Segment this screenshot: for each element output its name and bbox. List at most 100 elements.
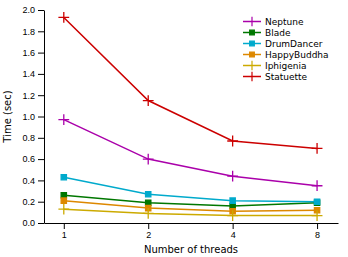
y-axis: 0.00.20.40.60.81.01.21.41.61.82.0 bbox=[22, 5, 44, 228]
series-marker bbox=[314, 199, 319, 204]
x-tick: 2 bbox=[146, 223, 151, 240]
y-tick-mark bbox=[38, 117, 44, 118]
y-tick-label: 1.6 bbox=[22, 48, 35, 58]
y-tick-mark bbox=[38, 202, 44, 203]
y-tick-label: 2.0 bbox=[22, 5, 35, 15]
x-tick-label: 2 bbox=[146, 230, 151, 240]
y-tick-mark bbox=[38, 159, 44, 160]
series-marker bbox=[146, 200, 151, 205]
series-marker bbox=[312, 143, 323, 154]
y-axis-title: Time (sec) bbox=[2, 90, 13, 143]
legend-label: Statuette bbox=[265, 72, 308, 82]
legend-item: DrumDancer bbox=[243, 39, 323, 49]
y-tick: 0.4 bbox=[22, 176, 44, 186]
x-tick-label: 8 bbox=[315, 230, 320, 240]
x-axis: 1 2 4 8 bbox=[45, 223, 339, 240]
y-tick: 0.0 bbox=[22, 218, 44, 228]
y-tick: 1.0 bbox=[22, 112, 44, 122]
legend-marker bbox=[247, 61, 257, 71]
legend-item: HappyBuddha bbox=[243, 50, 329, 60]
series-line bbox=[64, 120, 317, 186]
series-marker bbox=[146, 192, 151, 197]
y-tick-label: 1.8 bbox=[22, 27, 35, 37]
y-tick: 0.8 bbox=[22, 133, 44, 143]
y-tick-label: 1.0 bbox=[22, 112, 35, 122]
series-marker bbox=[61, 198, 66, 203]
x-tick-mark bbox=[317, 223, 318, 229]
legend-item: Statuette bbox=[243, 72, 308, 82]
legend-label: DrumDancer bbox=[265, 39, 323, 49]
y-tick-mark bbox=[38, 138, 44, 139]
y-tick-mark bbox=[38, 74, 44, 75]
legend-marker bbox=[250, 41, 255, 46]
x-tick-mark bbox=[64, 223, 65, 229]
series-line bbox=[64, 17, 317, 148]
y-tick: 1.8 bbox=[22, 27, 44, 37]
series-marker bbox=[58, 12, 69, 23]
legend-label: Iphigenia bbox=[265, 61, 307, 71]
series-marker bbox=[230, 198, 235, 203]
chart: 12480.00.20.40.60.81.01.21.41.61.82.0Nep… bbox=[0, 0, 348, 257]
series-marker bbox=[227, 136, 238, 147]
series-group bbox=[58, 12, 322, 221]
series-marker bbox=[143, 95, 154, 106]
y-tick-mark bbox=[38, 223, 44, 224]
x-tick: 8 bbox=[315, 223, 320, 240]
series-line bbox=[64, 201, 317, 212]
series bbox=[58, 204, 322, 221]
y-tick-mark bbox=[38, 180, 44, 181]
legend-label: Neptune bbox=[265, 17, 304, 27]
y-tick-mark bbox=[38, 95, 44, 96]
y-tick-mark bbox=[38, 31, 44, 32]
y-tick: 1.4 bbox=[22, 69, 44, 79]
y-tick: 0.6 bbox=[22, 154, 44, 164]
series bbox=[61, 175, 320, 205]
series-marker bbox=[312, 180, 323, 191]
series bbox=[58, 114, 322, 191]
legend-label: HappyBuddha bbox=[265, 50, 329, 60]
x-tick-mark bbox=[148, 223, 149, 229]
series-marker bbox=[58, 204, 69, 215]
x-tick: 1 bbox=[62, 223, 67, 240]
y-tick-label: 0.0 bbox=[22, 218, 35, 228]
legend-item: Neptune bbox=[243, 17, 304, 27]
series-marker bbox=[61, 175, 66, 180]
y-axis-line bbox=[44, 11, 45, 224]
y-tick: 1.6 bbox=[22, 48, 44, 58]
y-tick: 0.2 bbox=[22, 197, 44, 207]
x-tick-label: 4 bbox=[231, 230, 236, 240]
y-tick-label: 0.2 bbox=[22, 197, 35, 207]
y-tick-label: 1.4 bbox=[22, 69, 35, 79]
legend-marker bbox=[250, 30, 255, 35]
legend-label: Blade bbox=[265, 28, 291, 38]
x-tick: 4 bbox=[231, 223, 236, 240]
series-line bbox=[64, 177, 317, 201]
series-marker bbox=[312, 210, 323, 221]
x-axis-line bbox=[45, 223, 339, 224]
x-axis-title: Number of threads bbox=[144, 244, 238, 255]
series bbox=[58, 12, 322, 154]
x-tick-mark bbox=[233, 223, 234, 229]
legend-item: Iphigenia bbox=[243, 61, 307, 71]
series-marker bbox=[230, 203, 235, 208]
legend-marker bbox=[250, 52, 255, 57]
legend: NeptuneBladeDrumDancerHappyBuddhaIphigen… bbox=[243, 17, 329, 82]
x-tick-label: 1 bbox=[62, 230, 67, 240]
series-line bbox=[64, 209, 317, 215]
y-tick-mark bbox=[38, 53, 44, 54]
series-marker bbox=[143, 208, 154, 219]
y-tick-label: 0.8 bbox=[22, 133, 35, 143]
y-tick-label: 0.4 bbox=[22, 176, 35, 186]
series-marker bbox=[143, 154, 154, 165]
series-marker bbox=[58, 114, 69, 125]
legend-marker bbox=[247, 72, 257, 82]
series-marker bbox=[227, 171, 238, 182]
series-marker bbox=[227, 210, 238, 221]
y-tick-label: 0.6 bbox=[22, 154, 35, 164]
legend-marker bbox=[247, 17, 257, 27]
y-tick-mark bbox=[38, 10, 44, 11]
plot: 12480.00.20.40.60.81.01.21.41.61.82.0Nep… bbox=[22, 5, 338, 240]
series-marker bbox=[61, 193, 66, 198]
y-tick: 2.0 bbox=[22, 5, 44, 15]
legend-item: Blade bbox=[243, 28, 291, 38]
